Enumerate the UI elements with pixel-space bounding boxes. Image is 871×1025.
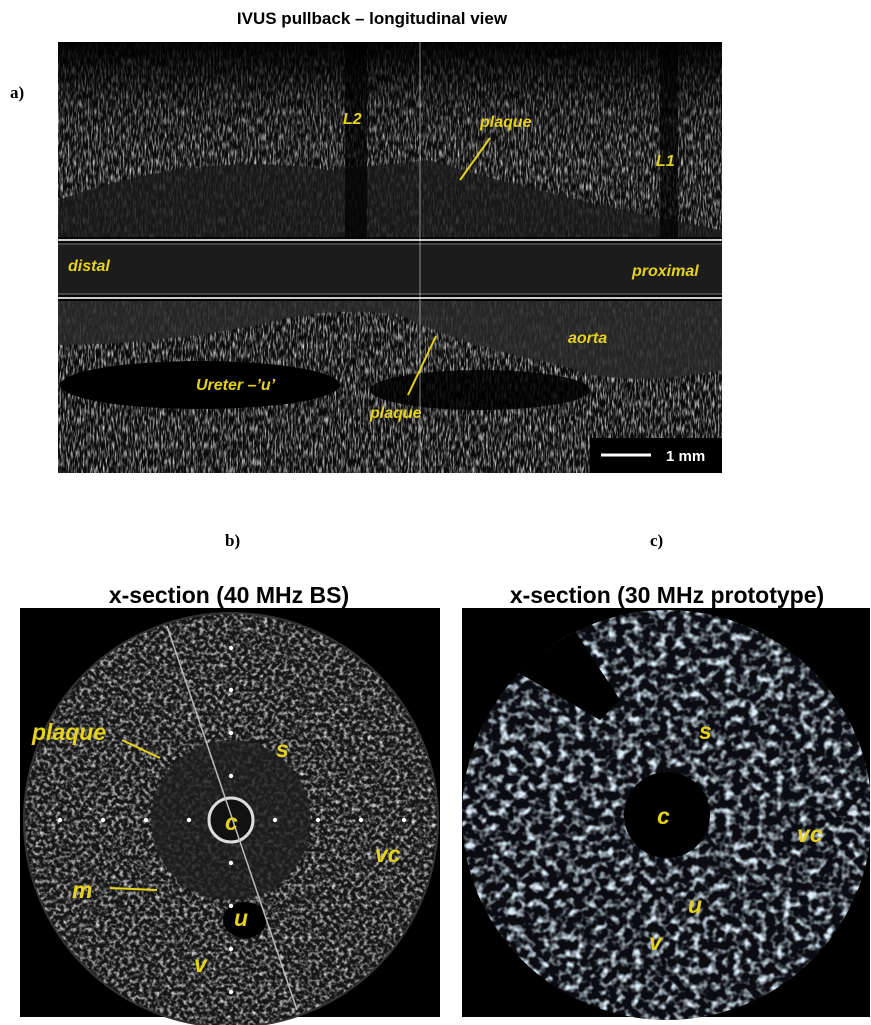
ureter-lumen — [370, 370, 590, 410]
scale-label: 1 mm — [666, 448, 705, 465]
annotation: v — [649, 929, 663, 955]
annotation: plaque — [479, 114, 532, 131]
annotation: s — [699, 718, 712, 744]
shade — [58, 42, 722, 162]
annotation: L1 — [656, 153, 675, 170]
annotation: Ureter –’u’ — [196, 377, 276, 394]
annotation: u — [688, 892, 702, 918]
panel-label: c) — [650, 531, 663, 550]
annotation: L2 — [343, 111, 362, 128]
xsection-30mhz: s c vc u v — [462, 608, 870, 1025]
annotation: plaque — [31, 719, 106, 745]
annotation: v — [194, 951, 208, 977]
annotation: m — [72, 877, 92, 903]
annotation: s — [276, 736, 289, 762]
annotation: vc — [375, 841, 401, 867]
figure-title: IVUS pullback – longitudinal view — [237, 9, 508, 28]
longitudinal-image: 1 mm L2 plaque L1 distal proximal aorta … — [58, 42, 722, 473]
annotation: vc — [797, 821, 823, 847]
annotation: c — [657, 803, 670, 829]
catheter-band — [58, 245, 722, 293]
xsection-40mhz: plaque s c vc m u v — [20, 608, 440, 1025]
panel-label: b) — [225, 531, 240, 550]
annotation: c — [225, 809, 238, 835]
panel-title: x-section (40 MHz BS) — [109, 582, 349, 608]
annotation: distal — [68, 258, 110, 275]
annotation: plaque — [369, 405, 422, 422]
panel-label: a) — [10, 83, 24, 102]
annotation: u — [234, 905, 248, 931]
panel-title: x-section (30 MHz prototype) — [510, 582, 824, 608]
annotation: aorta — [568, 330, 607, 347]
annotation: proximal — [631, 263, 699, 280]
figure: IVUS pullback – longitudinal view a) 1 m… — [0, 0, 871, 1025]
shadow-l1 — [660, 42, 678, 237]
shadow-l2 — [345, 42, 367, 237]
